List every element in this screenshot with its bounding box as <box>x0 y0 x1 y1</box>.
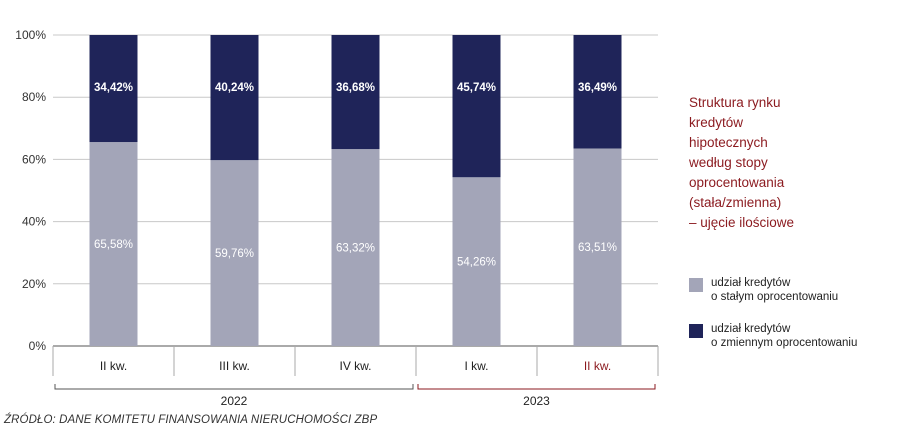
data-label-fixed: 63,51% <box>578 242 617 254</box>
y-tick-label: 20% <box>22 277 46 291</box>
legend-swatch-variable <box>689 324 703 338</box>
bar-segment-variable <box>331 35 380 150</box>
bar-segment-variable <box>210 35 259 161</box>
legend-label-variable: udział kredytów o zmiennym oprocentowani… <box>711 323 858 349</box>
y-tick-label: 100% <box>15 28 46 42</box>
data-label-fixed: 59,76% <box>215 248 254 260</box>
bar-segment-fixed <box>210 160 259 346</box>
data-label-fixed: 65,58% <box>94 239 133 251</box>
chart-title: Struktura rynku kredytów hipotecznych we… <box>689 95 795 230</box>
x-tick-label: III kw. <box>219 359 250 373</box>
bar-segment-variable <box>452 35 501 178</box>
x-tick-label: II kw. <box>584 359 611 373</box>
bar-segment-variable <box>573 35 622 149</box>
data-label-variable: 36,49% <box>578 82 617 94</box>
bar-segment-variable <box>89 35 138 143</box>
year-group-bracket <box>417 384 656 390</box>
bar-segment-fixed <box>331 149 380 346</box>
x-tick-label: IV kw. <box>339 359 371 373</box>
data-label-variable: 45,74% <box>457 82 496 94</box>
legend-label-fixed: udział kredytów o stałym oprocentowaniu <box>711 277 839 303</box>
data-label-fixed: 54,26% <box>457 257 496 269</box>
year-group-label: 2022 <box>221 394 248 408</box>
legend-swatch-fixed <box>689 278 703 292</box>
year-group-label: 2023 <box>523 394 550 408</box>
y-tick-label: 80% <box>22 90 46 104</box>
legend-item-fixed-rate: udział kredytów o stałym oprocentowaniu <box>689 276 838 304</box>
y-tick-label: 0% <box>29 339 47 353</box>
y-tick-label: 40% <box>22 215 46 229</box>
x-tick-label: I kw. <box>464 359 488 373</box>
data-label-variable: 34,42% <box>94 82 133 94</box>
data-label-fixed: 63,32% <box>336 243 375 255</box>
bar-segment-fixed <box>452 177 501 346</box>
year-group-bracket <box>54 384 414 390</box>
data-label-variable: 36,68% <box>336 82 375 94</box>
bar-segment-fixed <box>89 142 138 346</box>
data-label-variable: 40,24% <box>215 82 254 94</box>
bar-segment-fixed <box>573 148 622 346</box>
x-tick-label: II kw. <box>100 359 127 373</box>
legend-item-variable-rate: udział kredytów o zmiennym oprocentowani… <box>689 322 857 350</box>
source-note: ŹRÓDŁO: DANE KOMITETU FINANSOWANIA NIERU… <box>4 414 378 426</box>
y-tick-label: 60% <box>22 152 46 166</box>
